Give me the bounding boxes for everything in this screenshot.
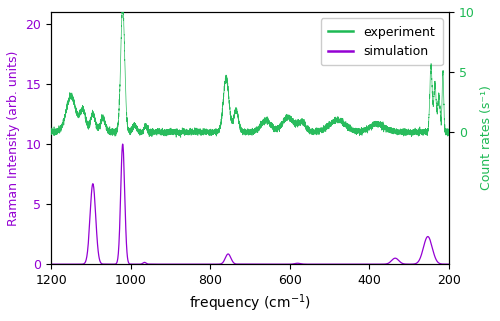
Y-axis label: Count rates (s⁻¹): Count rates (s⁻¹): [480, 86, 493, 190]
Y-axis label: Raman Intensity (arb. units): Raman Intensity (arb. units): [7, 50, 20, 226]
Legend: experiment, simulation: experiment, simulation: [321, 18, 442, 65]
X-axis label: frequency (cm$^{-1}$): frequency (cm$^{-1}$): [189, 292, 311, 314]
